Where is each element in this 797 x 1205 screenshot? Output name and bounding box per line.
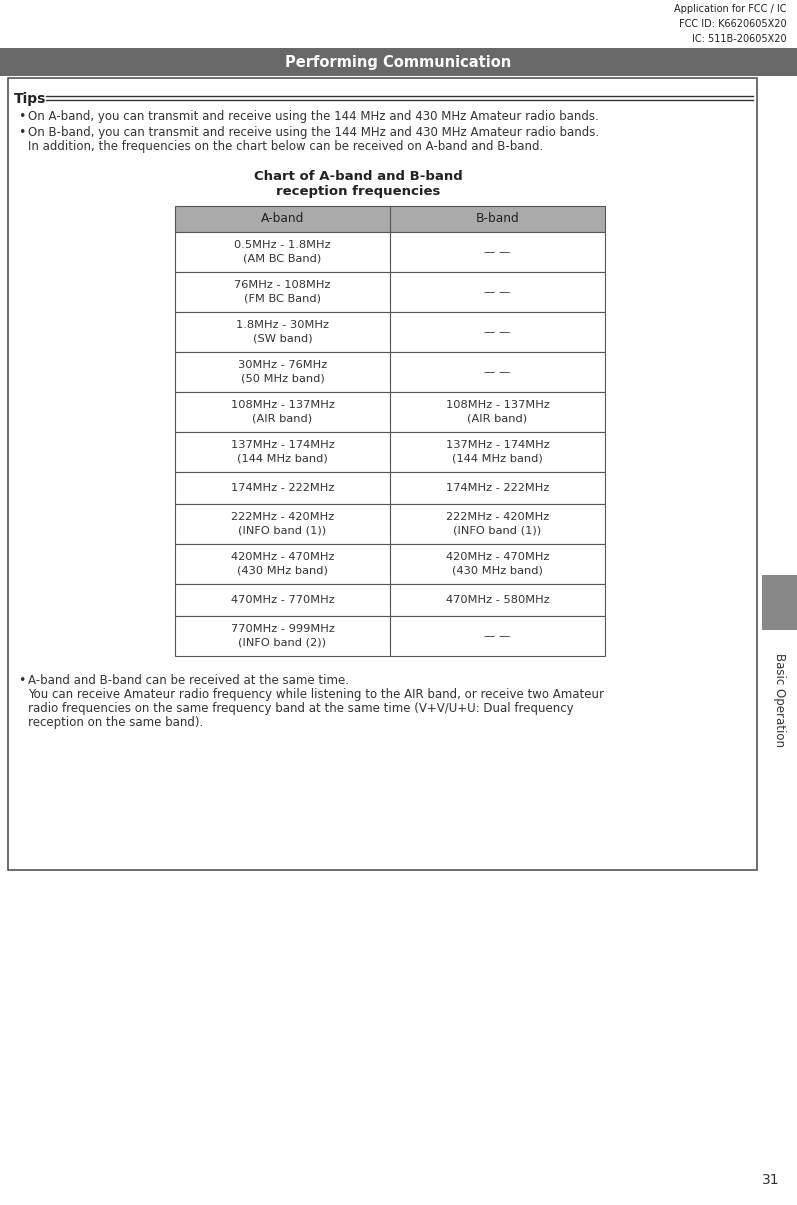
Text: — —: — — <box>485 287 511 296</box>
Text: B-band: B-band <box>476 212 520 225</box>
Text: 174MHz - 222MHz: 174MHz - 222MHz <box>231 483 334 493</box>
Text: •: • <box>18 127 26 139</box>
Bar <box>175 504 605 543</box>
Text: 420MHz - 470MHz
(430 MHz band): 420MHz - 470MHz (430 MHz band) <box>446 552 549 576</box>
Text: — —: — — <box>485 327 511 337</box>
Text: A-band: A-band <box>261 212 304 225</box>
Text: — —: — — <box>485 247 511 257</box>
Text: 108MHz - 137MHz
(AIR band): 108MHz - 137MHz (AIR band) <box>446 400 549 424</box>
Bar <box>8 78 757 870</box>
Text: Chart of A-band and B-band: Chart of A-band and B-band <box>254 170 463 183</box>
Text: 137MHz - 174MHz
(144 MHz band): 137MHz - 174MHz (144 MHz band) <box>230 440 335 464</box>
Text: 174MHz - 222MHz: 174MHz - 222MHz <box>446 483 549 493</box>
Bar <box>175 543 605 584</box>
Text: Performing Communication: Performing Communication <box>285 54 512 70</box>
Text: •: • <box>18 674 26 687</box>
Text: 420MHz - 470MHz
(430 MHz band): 420MHz - 470MHz (430 MHz band) <box>231 552 334 576</box>
Text: 470MHz - 770MHz: 470MHz - 770MHz <box>230 595 335 605</box>
Text: reception on the same band).: reception on the same band). <box>28 716 203 729</box>
Text: 0.5MHz - 1.8MHz
(AM BC Band): 0.5MHz - 1.8MHz (AM BC Band) <box>234 240 331 264</box>
Text: Basic Operation: Basic Operation <box>773 653 786 747</box>
Text: 770MHz - 999MHz
(INFO band (2)): 770MHz - 999MHz (INFO band (2)) <box>230 624 335 648</box>
Text: 222MHz - 420MHz
(INFO band (1)): 222MHz - 420MHz (INFO band (1)) <box>231 512 334 536</box>
Bar <box>175 472 605 504</box>
Bar <box>175 584 605 616</box>
Text: You can receive Amateur radio frequency while listening to the AIR band, or rece: You can receive Amateur radio frequency … <box>28 688 604 701</box>
Text: 222MHz - 420MHz
(INFO band (1)): 222MHz - 420MHz (INFO band (1)) <box>446 512 549 536</box>
Text: In addition, the frequencies on the chart below can be received on A-band and B-: In addition, the frequencies on the char… <box>28 140 544 153</box>
Text: — —: — — <box>485 631 511 641</box>
Text: 1.8MHz - 30MHz
(SW band): 1.8MHz - 30MHz (SW band) <box>236 321 329 343</box>
Text: radio frequencies on the same frequency band at the same time (V+V/U+U: Dual fre: radio frequencies on the same frequency … <box>28 703 574 715</box>
Text: On A-band, you can transmit and receive using the 144 MHz and 430 MHz Amateur ra: On A-band, you can transmit and receive … <box>28 110 599 123</box>
Text: 30MHz - 76MHz
(50 MHz band): 30MHz - 76MHz (50 MHz band) <box>238 360 327 384</box>
Text: A-band and B-band can be received at the same time.: A-band and B-band can be received at the… <box>28 674 349 687</box>
Text: 76MHz - 108MHz
(FM BC Band): 76MHz - 108MHz (FM BC Band) <box>234 281 331 304</box>
Bar <box>175 206 605 233</box>
Bar <box>0 48 797 76</box>
Bar <box>762 575 797 630</box>
Text: 137MHz - 174MHz
(144 MHz band): 137MHz - 174MHz (144 MHz band) <box>446 440 549 464</box>
Text: Tips: Tips <box>14 92 46 106</box>
Bar <box>175 272 605 312</box>
Bar <box>175 352 605 392</box>
Text: On B-band, you can transmit and receive using the 144 MHz and 430 MHz Amateur ra: On B-band, you can transmit and receive … <box>28 127 599 139</box>
Text: — —: — — <box>485 368 511 377</box>
Bar <box>175 233 605 272</box>
Text: 108MHz - 137MHz
(AIR band): 108MHz - 137MHz (AIR band) <box>230 400 335 424</box>
Bar <box>175 392 605 433</box>
Text: 31: 31 <box>763 1172 780 1187</box>
Bar <box>175 433 605 472</box>
Bar <box>175 616 605 656</box>
Bar <box>175 312 605 352</box>
Text: reception frequencies: reception frequencies <box>277 186 441 198</box>
Text: Application for FCC / IC
FCC ID: K6620605X20
IC: 511B-20605X20: Application for FCC / IC FCC ID: K662060… <box>674 4 787 43</box>
Text: •: • <box>18 110 26 123</box>
Text: 470MHz - 580MHz: 470MHz - 580MHz <box>446 595 549 605</box>
